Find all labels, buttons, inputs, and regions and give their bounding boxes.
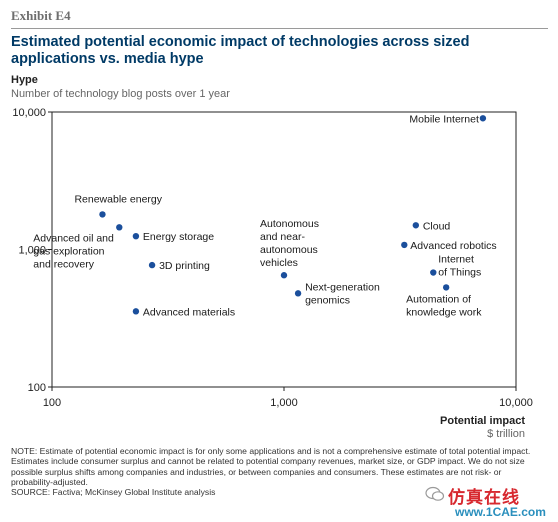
exhibit-label: Exhibit E4 <box>11 8 71 23</box>
data-point <box>99 211 106 218</box>
scatter-chart: 100 1,000 10,000 100 1,000 10,000 Mobile Int… <box>12 107 533 440</box>
data-label: Advanced oil and gas exploration and recov… <box>33 232 114 270</box>
data-point <box>412 222 420 229</box>
data-point <box>116 224 123 231</box>
data-label: Internet of Things <box>438 254 481 279</box>
data-point <box>442 284 450 291</box>
data-point <box>430 269 437 276</box>
y-axis-subtitle: Number of technology blog posts over 1 y… <box>11 88 230 100</box>
y-tick-label: 1,000 <box>18 245 46 257</box>
y-tick-label: 100 <box>28 382 46 394</box>
data-label: Autonomous and near-autonomous vehicles <box>260 218 319 269</box>
wechat-icon <box>425 486 445 501</box>
y-tick-label: 10,000 <box>12 107 46 119</box>
top-divider <box>11 28 548 29</box>
data-label: Advanced robotics <box>410 240 496 252</box>
x-axis-unit: $ trillion <box>487 428 525 440</box>
data-label: Cloud <box>423 220 451 232</box>
data-label: Energy storage <box>143 231 214 243</box>
data-label: Renewable energy <box>74 193 162 205</box>
data-point <box>401 241 408 249</box>
data-point <box>479 115 487 122</box>
data-point <box>294 290 302 297</box>
data-label: 3D printing <box>159 260 210 272</box>
x-tick-label: 1,000 <box>270 397 298 409</box>
source-text: SOURCE: Factiva; McKinsey Global Institu… <box>11 487 216 498</box>
data-point <box>148 261 156 269</box>
notes-block: NOTE: Estimate of potential economic imp… <box>11 446 531 497</box>
note-text: NOTE: Estimate of potential economic imp… <box>11 446 531 487</box>
x-axis-title: Potential impact <box>440 415 525 427</box>
x-tick-label: 10,000 <box>499 397 533 409</box>
data-point <box>132 308 140 315</box>
x-tick-label: 100 <box>43 397 61 409</box>
data-label: Advanced materials <box>143 306 235 318</box>
watermark-cn: 仿真在线 <box>448 488 520 508</box>
data-label: Mobile Internet <box>409 113 479 125</box>
chart-title: Estimated potential economic impact of t… <box>11 34 470 67</box>
watermark-en: www.1CAE.com <box>455 505 546 519</box>
y-axis-title: Hype <box>11 74 38 86</box>
data-label: Next-generation genomics <box>305 281 380 306</box>
data-point <box>132 232 140 240</box>
data-label: Automation of knowledge work <box>406 293 482 318</box>
data-point <box>280 272 288 279</box>
